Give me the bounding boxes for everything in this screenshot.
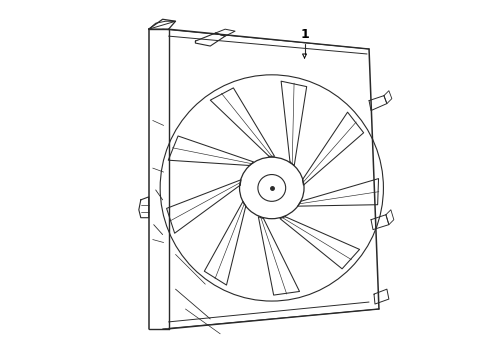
Text: 1: 1 bbox=[300, 28, 308, 41]
